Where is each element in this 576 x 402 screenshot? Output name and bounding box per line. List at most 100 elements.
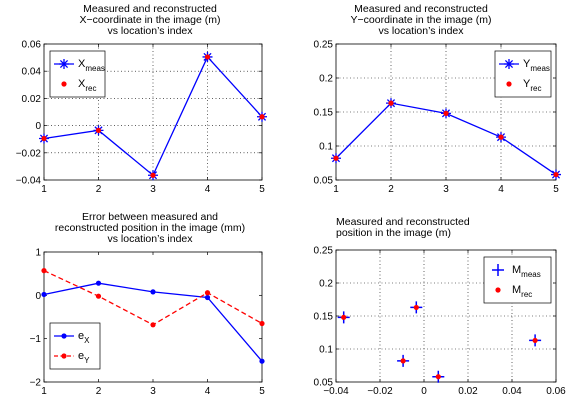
y-tick-label: 0.06 [22, 40, 42, 51]
chart-title-line: vs location’s index [378, 25, 464, 37]
data-point [204, 54, 211, 60]
y-tick-label: 0.25 [314, 246, 334, 257]
legend-marker [61, 353, 67, 359]
x-tick-label: 5 [259, 184, 265, 195]
legend-marker [59, 59, 69, 69]
data-point [150, 322, 156, 328]
x-tick-label: 1 [41, 184, 47, 195]
chart-title-line: vs location’s index [107, 233, 193, 245]
series-Yrec [333, 100, 559, 178]
chart-title-line: reconstructed position in the image (mm) [55, 222, 245, 234]
legend-marker [504, 59, 514, 69]
series-eX [41, 280, 265, 364]
data-point [333, 155, 339, 161]
legend-marker [495, 287, 501, 293]
legend-marker [506, 81, 512, 87]
data-point [95, 293, 102, 299]
legend-label: eY [78, 350, 90, 365]
data-point [259, 320, 265, 327]
legend-marker [61, 81, 67, 87]
data-point [400, 358, 406, 364]
chart-title-line: Error between measured and [82, 211, 218, 223]
y-tick-label: 1 [35, 248, 41, 259]
legend: Ymeas Yrec [494, 50, 552, 98]
legend: Xmeas Xrec [49, 50, 106, 98]
y-tick-label: 0.25 [314, 40, 334, 51]
x-tick-label: 3 [150, 386, 156, 397]
y-tick-label: 0.1 [319, 142, 333, 153]
grid [44, 44, 262, 180]
x-tick-label: 0 [421, 386, 427, 397]
data-point [95, 280, 102, 286]
x-tick-label: 5 [259, 386, 265, 397]
x-tick-label: 0.02 [458, 386, 478, 397]
data-point [150, 289, 156, 295]
legend-box [494, 50, 552, 98]
series-Mrec [341, 304, 538, 380]
x-tick-label: 5 [553, 184, 559, 195]
data-point [498, 134, 504, 140]
y-tick-label: 0.04 [22, 67, 42, 78]
data-point [41, 135, 47, 142]
y-tick-label: 0.02 [22, 94, 42, 105]
legend-marker [492, 264, 504, 276]
x-tick-label: 0.06 [546, 386, 566, 397]
x-tick-label: 3 [443, 184, 449, 195]
legend-box [483, 256, 552, 304]
legend-label: Ymeas [523, 58, 550, 73]
legend-box [49, 50, 106, 98]
y-tick-label: 0.15 [314, 312, 334, 323]
legend-label: Yrec [523, 78, 541, 93]
data-point [388, 100, 394, 106]
y-tick-label: −1 [30, 334, 42, 345]
y-tick-label: 0 [35, 291, 41, 302]
data-point [532, 337, 538, 344]
data-point [341, 314, 347, 320]
chart-title-line: vs location’s index [107, 25, 193, 37]
legend-label: eX [78, 330, 90, 345]
legend: Mmeas Mrec [483, 256, 552, 304]
y-tick-label: −0.02 [16, 148, 42, 159]
series-eY [41, 268, 265, 328]
x-tick-label: 4 [205, 386, 211, 397]
chart-3: Error between measured andreconstructed … [30, 211, 266, 397]
y-tick-label: 0.05 [314, 176, 334, 187]
x-tick-label: −0.04 [323, 386, 349, 397]
legend: eX eY [49, 322, 101, 370]
x-tick-label: 0.04 [502, 386, 522, 397]
y-tick-label: 0 [35, 121, 41, 132]
data-point [259, 114, 265, 120]
x-tick-label: 4 [205, 184, 211, 195]
data-point [443, 110, 449, 116]
data-point [413, 304, 419, 311]
x-tick-label: 1 [333, 184, 339, 195]
data-point [41, 291, 47, 298]
data-point [259, 358, 265, 364]
data-point [41, 268, 47, 274]
chart-title-line: X−coordinate in the image (m) [80, 14, 221, 26]
data-point [204, 294, 211, 301]
data-point [553, 171, 559, 178]
chart-title-line: Measured and reconstructed [336, 216, 470, 228]
x-tick-label: 2 [96, 184, 102, 195]
chart-title-line: Measured and reconstructed [354, 3, 488, 15]
legend-label: Xrec [78, 78, 96, 93]
y-tick-label: 0.15 [314, 108, 334, 119]
data-point [435, 374, 441, 380]
chart-title-line: Measured and reconstructed [83, 3, 217, 15]
series-Mmeas [337, 301, 542, 383]
data-point [150, 172, 156, 178]
data-point [204, 290, 211, 296]
y-tick-label: −0.04 [16, 176, 42, 187]
legend-label: Xmeas [78, 58, 105, 73]
legend-marker [61, 333, 67, 339]
chart-title-line: Y−coordinate in the image (m) [351, 14, 492, 26]
x-tick-label: 2 [388, 184, 394, 195]
y-tick-label: 0.05 [314, 378, 334, 389]
y-tick-label: 0.2 [319, 279, 333, 290]
chart-title-line: position in the image (m) [336, 227, 451, 239]
